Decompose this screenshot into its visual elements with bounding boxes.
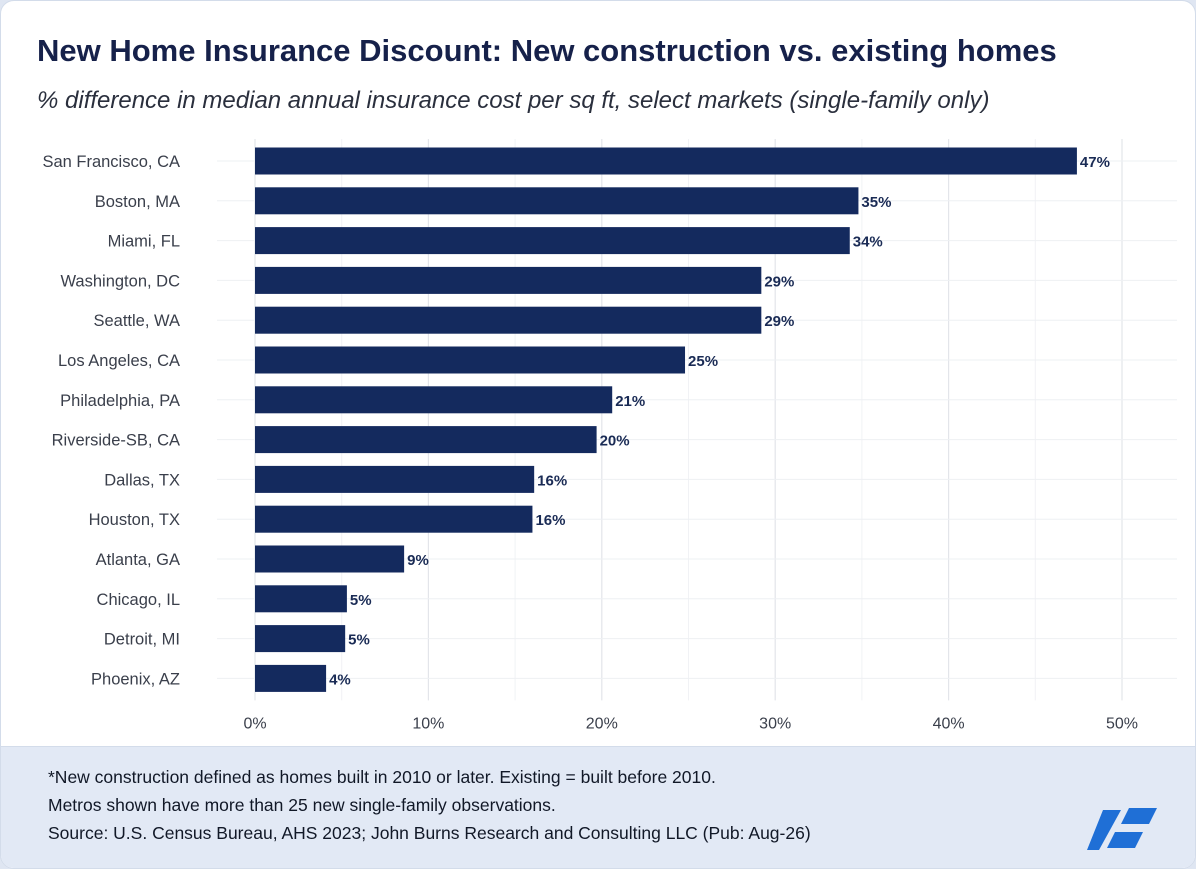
data-label: 34% [853,234,883,251]
data-label: 21% [615,393,645,410]
bar [255,147,1077,175]
data-label: 16% [535,512,565,529]
data-label: 29% [764,313,794,330]
footer-notes: *New construction defined as homes built… [1,746,1195,868]
x-tick-label: 20% [586,715,618,732]
category-label: Miami, FL [108,233,180,251]
bar [255,545,405,573]
x-tick-label: 50% [1106,715,1138,732]
bar [255,426,597,454]
bar [255,187,859,215]
x-tick-label: 40% [933,715,965,732]
footnote-source: Source: U.S. Census Bureau, AHS 2023; Jo… [48,823,811,843]
category-label: Riverside-SB, CA [52,432,180,450]
category-label: Dallas, TX [104,471,180,489]
category-label: Phoenix, AZ [91,670,180,688]
data-label: 47% [1080,154,1110,171]
bar [255,664,327,692]
data-label: 4% [329,671,351,688]
category-label: Atlanta, GA [96,551,180,569]
category-label: Houston, TX [89,511,180,529]
category-label: Chicago, IL [97,591,180,609]
category-label: Los Angeles, CA [58,352,180,370]
data-label: 16% [537,472,567,489]
data-label: 9% [407,552,429,569]
bar [255,306,762,334]
x-tick-label: 0% [243,715,266,732]
data-label: 25% [688,353,718,370]
footnote-definition: *New construction defined as homes built… [48,767,716,787]
x-tick-label: 10% [412,715,444,732]
chart-title: New Home Insurance Discount: New constru… [37,33,1057,68]
data-label: 35% [861,194,891,211]
bar [255,465,535,493]
data-label: 5% [350,592,372,609]
data-label: 29% [764,273,794,290]
category-label: Detroit, MI [104,631,180,649]
data-label: 20% [600,433,630,450]
brand-logo-icon [1087,808,1157,850]
footnote-metros: Metros shown have more than 25 new singl… [48,795,556,815]
bar [255,625,346,653]
category-label: Washington, DC [60,272,180,290]
chart-subtitle: % difference in median annual insurance … [37,87,990,114]
category-label: San Francisco, CA [42,153,180,171]
bar [255,346,686,374]
bar-chart: San Francisco, CA 47% Boston, MA 35% Miami, … [42,139,1177,732]
category-label: Philadelphia, PA [60,392,180,410]
x-tick-label: 30% [759,715,791,732]
bar [255,386,613,414]
category-label: Seattle, WA [93,312,180,330]
data-label: 5% [348,632,370,649]
bar [255,227,850,255]
bar [255,266,762,294]
bar [255,505,533,533]
bar [255,585,347,613]
category-label: Boston, MA [95,193,180,211]
